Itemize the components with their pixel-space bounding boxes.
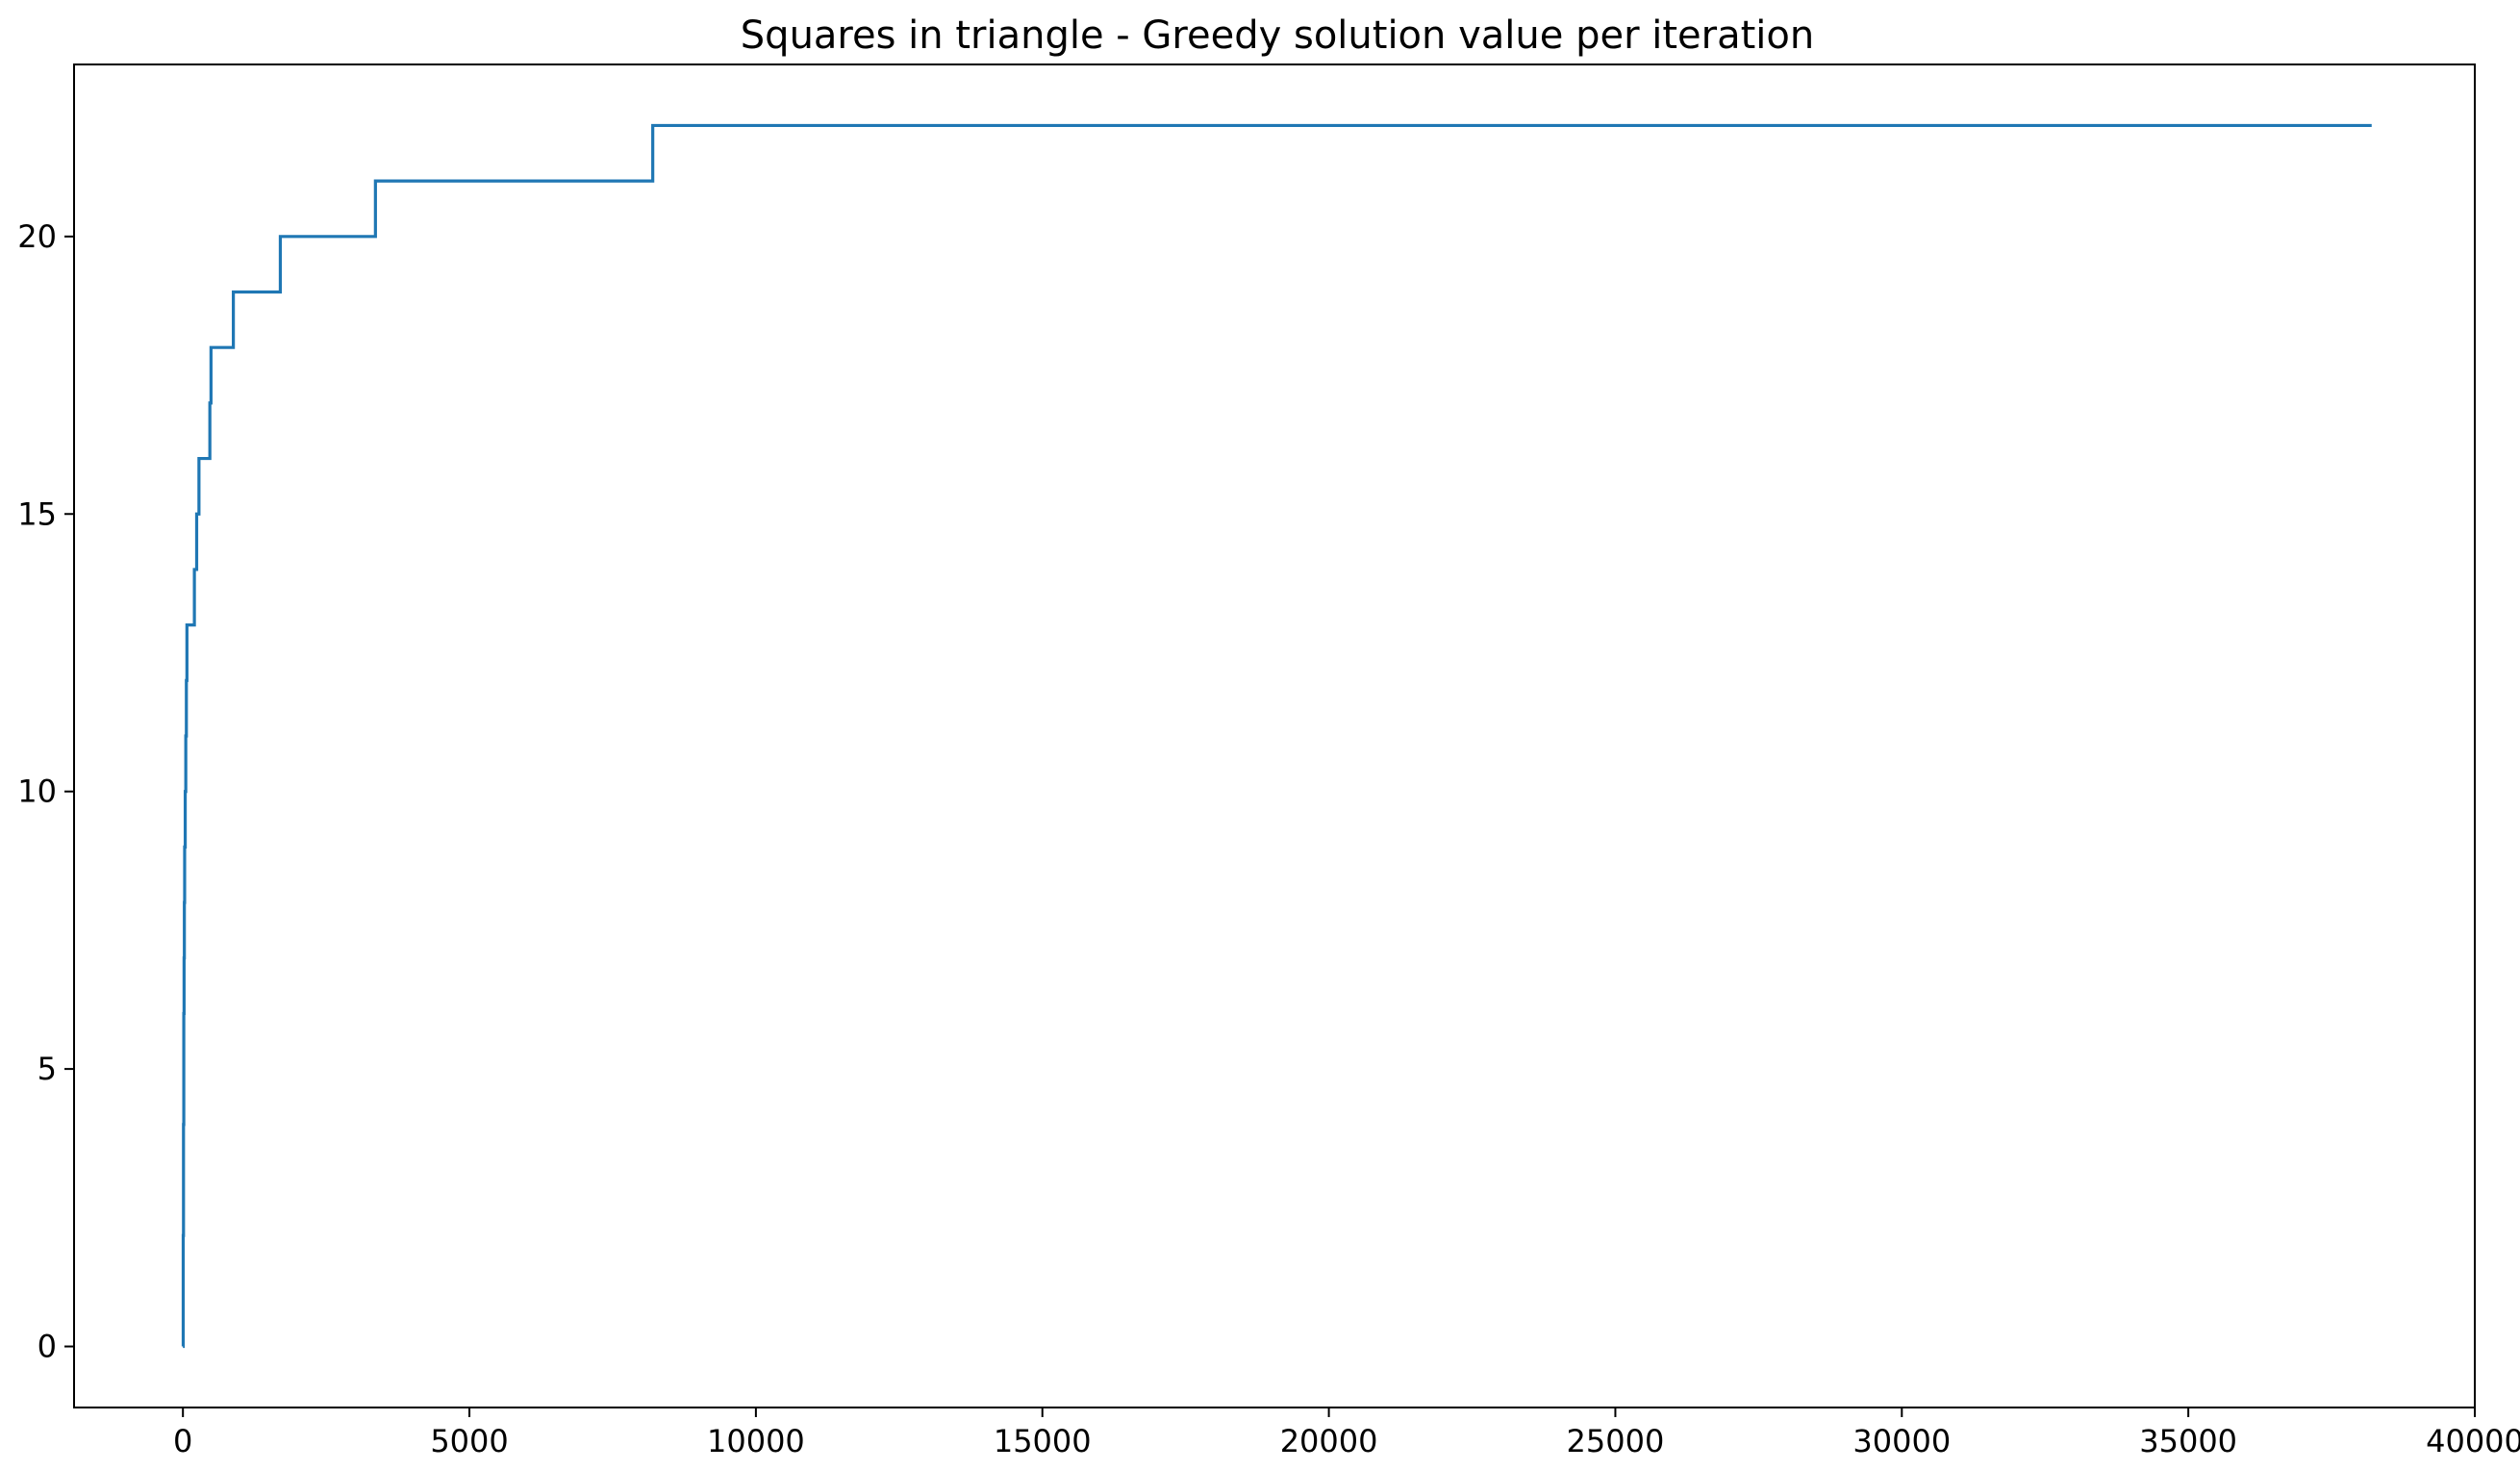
y-tick-label: 10 [17,774,57,810]
axes-frame [73,63,2476,1408]
y-tick-label: 0 [38,1329,57,1365]
y-axis: 0 5 10 15 20 [17,218,74,1365]
x-axis: 0 5000 10000 15000 20000 25000 30000 35000 40000 [173,1408,2520,1459]
x-tick-label: 35000 [2139,1423,2237,1459]
plot-area: 0 5000 10000 15000 20000 25000 30000 35000 40000… [17,63,2520,1459]
series-line-0 [181,123,2372,1349]
x-tick-label: 30000 [1852,1423,1951,1459]
x-tick-label: 25000 [1567,1423,1665,1459]
series-layer [181,123,2372,1349]
y-tick-label: 15 [17,495,57,532]
chart-title: Squares in triangle - Greedy solution va… [741,13,1814,58]
x-tick-label: 10000 [707,1423,805,1459]
x-tick-label: 0 [173,1423,192,1459]
x-tick-label: 20000 [1280,1423,1378,1459]
y-tick-label: 20 [17,218,57,255]
x-tick-label: 40000 [2426,1423,2520,1459]
x-tick-label: 5000 [430,1423,508,1459]
y-tick-label: 5 [38,1051,57,1087]
x-tick-label: 15000 [994,1423,1092,1459]
